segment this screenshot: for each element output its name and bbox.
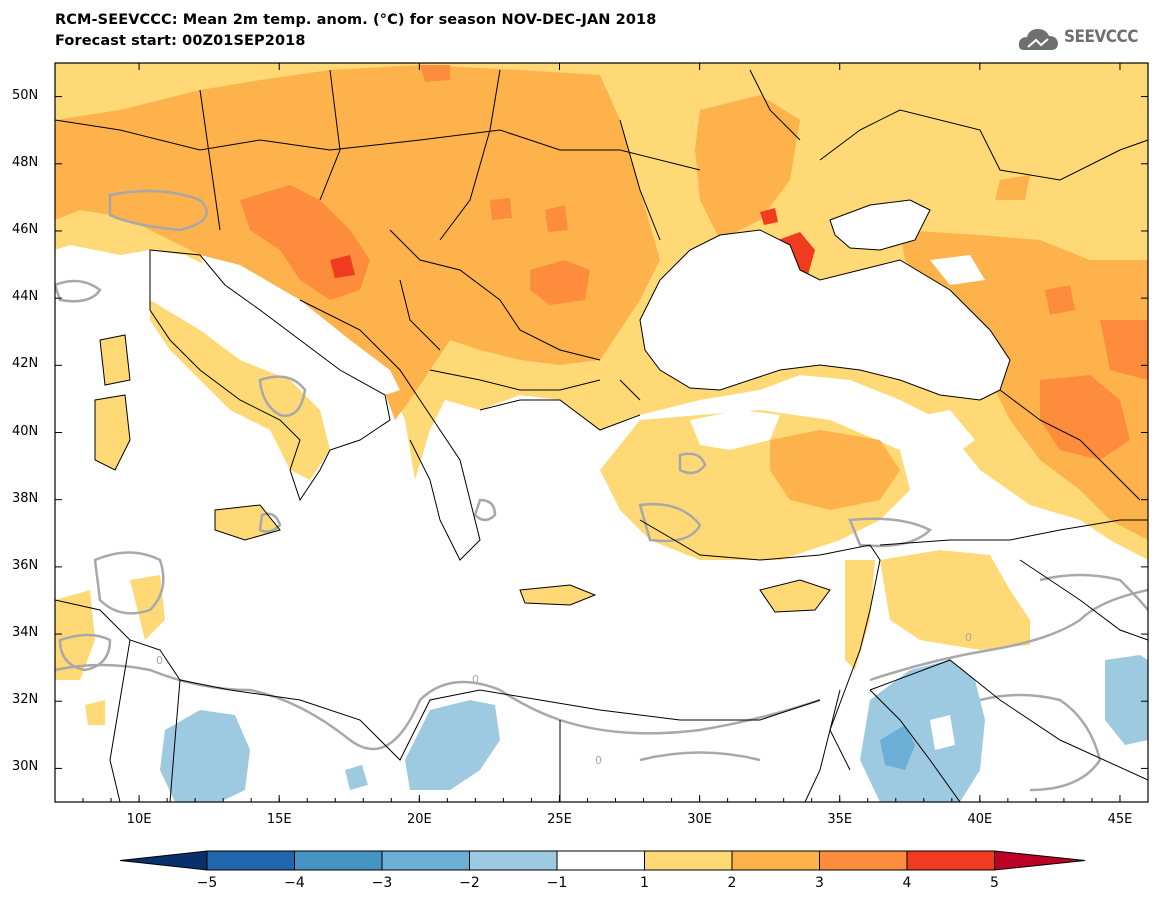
colorbar-segment: [731, 850, 820, 871]
contour-labels: 0 0 0 0: [156, 631, 972, 767]
lat-tick-label: 32N: [12, 692, 39, 708]
colorbar-tick-label: 1: [640, 875, 649, 891]
lon-tick-label: 30E: [687, 812, 712, 827]
contour-label: 0: [156, 654, 163, 667]
lat-tick-label: 38N: [12, 490, 39, 506]
colorbar-segment: [819, 850, 908, 871]
colorbar-tick-label: −2: [459, 875, 480, 891]
colorbar-segment: [906, 850, 995, 871]
lat-tick-label: 48N: [12, 154, 39, 170]
zero-contours: [55, 189, 1148, 792]
colorbar-tick-label: 2: [727, 875, 737, 891]
colorbar-segment: [556, 850, 645, 871]
map-field: 0 0 0 0: [55, 63, 1148, 802]
lon-tick-label: 45E: [1107, 812, 1133, 827]
colorbar-tick-label: 4: [902, 875, 912, 891]
contour-label: 0: [472, 673, 479, 686]
colorbar-segment: [206, 850, 295, 871]
lon-tick-label: 25E: [547, 812, 572, 827]
lon-tick-label: 40E: [967, 812, 993, 827]
axis-ticks: [54, 63, 1149, 802]
colorbar-segment: [294, 850, 383, 871]
colorbar-tick-label: −5: [196, 875, 218, 891]
lat-tick-label: 40N: [12, 423, 39, 439]
contour-label: 0: [595, 754, 602, 767]
lon-tick-label: 35E: [827, 812, 853, 827]
logo-text: SEEVCCC: [1064, 27, 1138, 47]
contour-label: 0: [965, 631, 972, 644]
colorbar-tick-label: 5: [990, 875, 999, 891]
black-sea: [640, 230, 1010, 400]
lon-tick-label: 15E: [266, 812, 292, 827]
lon-tick-label: 20E: [406, 812, 432, 827]
coastlines-and-borders: [55, 69, 1148, 802]
lat-tick-label: 34N: [12, 625, 39, 641]
colorbar-segment: [469, 850, 558, 871]
chart-title: RCM-SEEVCCC: Mean 2m temp. anom. (°C) fo…: [55, 12, 657, 28]
chart-subtitle: Forecast start: 00Z01SEP2018: [55, 33, 306, 49]
colorbar-segment: [119, 850, 208, 871]
colorbar-segment: [381, 850, 470, 871]
lat-tick-label: 44N: [12, 289, 39, 305]
colorbar-segment: [994, 850, 1086, 871]
lat-tick-label: 36N: [12, 557, 39, 573]
anomaly-region-4-5: [778, 232, 815, 275]
colorbar-tick-label: −1: [546, 875, 568, 891]
colorbar-tick-label: −4: [284, 875, 305, 891]
lat-tick-label: 46N: [12, 221, 39, 237]
lon-tick-label: 10E: [126, 812, 152, 827]
anomaly-region-neg-1-2: [160, 710, 250, 802]
lat-tick-label: 50N: [12, 87, 39, 103]
cloud-icon: [1018, 29, 1058, 50]
colorbar: [119, 850, 1086, 871]
lat-tick-label: 42N: [12, 356, 39, 372]
lat-tick-label: 30N: [12, 759, 39, 775]
colorbar-tick-label: 3: [815, 875, 824, 891]
colorbar-segment: [644, 850, 733, 871]
colorbar-tick-label: −3: [371, 875, 393, 891]
